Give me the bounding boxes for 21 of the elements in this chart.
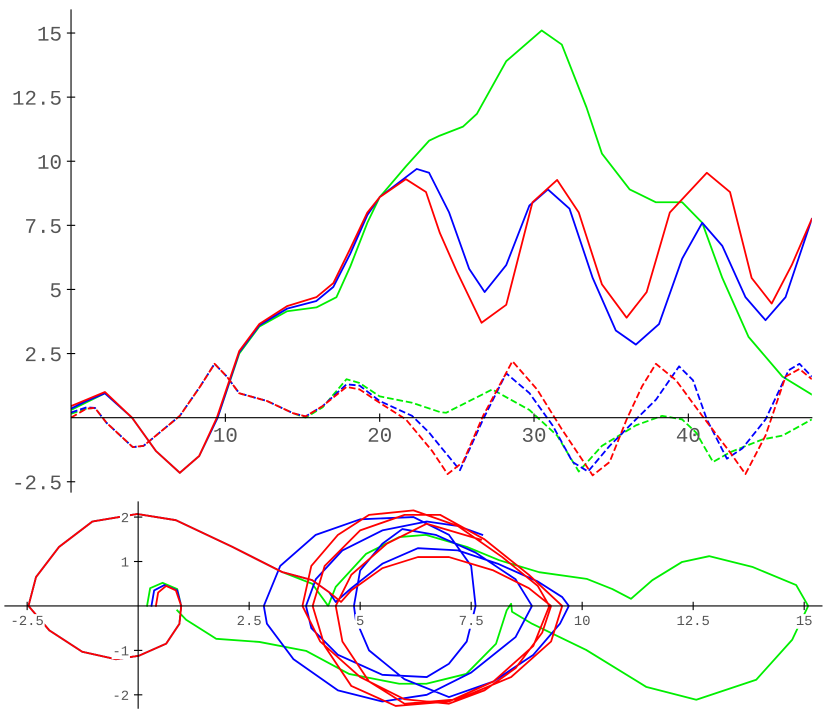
x-tick-label: 15 <box>796 616 812 626</box>
y-tick-label: 2 <box>122 512 128 522</box>
x-tick-label: 30 <box>522 428 546 442</box>
y-tick-label: 12.5 <box>13 90 61 105</box>
x-tick-label: 20 <box>368 428 391 442</box>
y-tick-label: 5 <box>50 283 61 298</box>
y-tick-label: 1 <box>122 557 128 567</box>
y-tick-label: -1 <box>114 646 128 656</box>
y-tick-label: 7.5 <box>26 219 61 234</box>
x-tick-label: 5 <box>356 616 364 626</box>
x-tick-label: 10 <box>214 428 237 442</box>
y-tick-label: 10 <box>38 154 61 169</box>
x-tick-label: 7.5 <box>460 616 483 626</box>
x-tick-label: 2.5 <box>238 616 261 626</box>
x-tick-label: 40 <box>676 428 700 442</box>
x-tick-label: 10 <box>574 616 590 626</box>
x-tick-label: 12.5 <box>678 616 709 626</box>
y-tick-label: 15 <box>38 26 61 41</box>
y-tick-label: 2.5 <box>26 347 61 362</box>
y-tick-label: -2.5 <box>15 475 61 490</box>
y-tick-label: -2 <box>114 690 128 700</box>
